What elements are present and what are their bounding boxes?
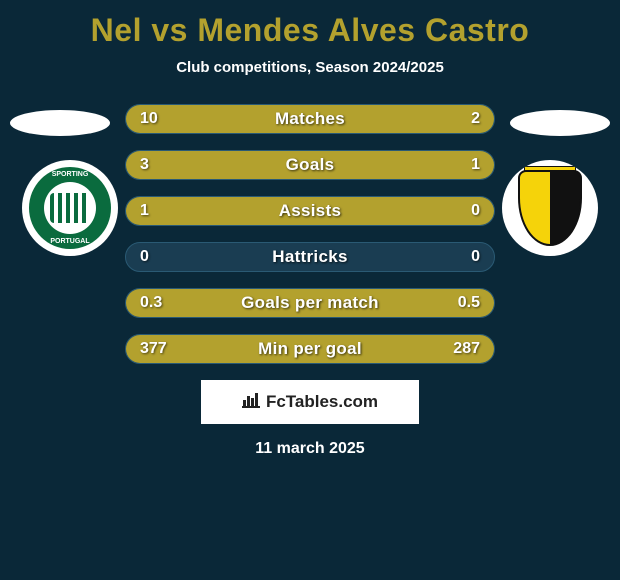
sporting-badge-icon: SPORTING PORTUGAL [22, 160, 118, 256]
comparison-main: SPORTING PORTUGAL 102Matches 31Goals 10Ass… [0, 104, 620, 364]
stat-label: Goals [126, 151, 494, 179]
date-text: 11 march 2025 [0, 440, 620, 458]
stat-label: Min per goal [126, 335, 494, 363]
branding-banner: FcTables.com [201, 380, 419, 424]
fafe-badge-icon [502, 160, 598, 256]
team-badge-right [502, 160, 598, 256]
stat-row: 377287Min per goal [125, 334, 495, 364]
stat-label: Matches [126, 105, 494, 133]
stat-row: 31Goals [125, 150, 495, 180]
ellipse-left [10, 110, 110, 136]
ellipse-right [510, 110, 610, 136]
stat-row: 10Assists [125, 196, 495, 226]
page-subtitle: Club competitions, Season 2024/2025 [0, 59, 620, 76]
stat-row: 102Matches [125, 104, 495, 134]
stat-label: Goals per match [126, 289, 494, 317]
stat-label: Assists [126, 197, 494, 225]
stat-row: 00Hattricks [125, 242, 495, 272]
branding-text: FcTables.com [266, 392, 378, 412]
stats-bars: 102Matches 31Goals 10Assists 00Hattricks 0.3… [125, 104, 495, 364]
chart-icon [242, 392, 260, 413]
team-badge-left: SPORTING PORTUGAL [22, 160, 118, 256]
page-title: Nel vs Mendes Alves Castro [0, 0, 620, 49]
stat-label: Hattricks [126, 243, 494, 271]
stat-row: 0.30.5Goals per match [125, 288, 495, 318]
